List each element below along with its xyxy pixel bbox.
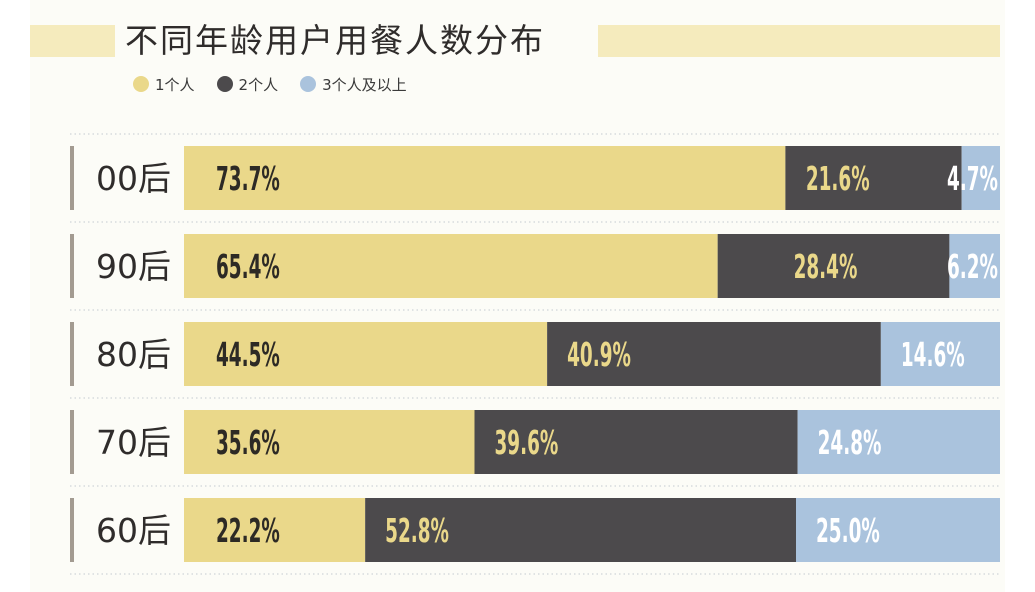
bar-segment	[184, 410, 475, 474]
legend-label-2: 2个人	[238, 75, 279, 94]
data-label: 4.7%	[947, 161, 998, 198]
chart-title: 不同年龄用户用餐人数分布	[125, 21, 545, 60]
bar-segment	[474, 410, 798, 474]
data-label: 73.7%	[216, 161, 280, 198]
data-label: 25.0%	[816, 513, 880, 550]
bar-segment	[184, 146, 786, 210]
legend-label-3: 3个人及以上	[322, 75, 407, 94]
data-label: 24.8%	[818, 425, 882, 462]
bar-segment	[547, 322, 881, 386]
data-label: 65.4%	[216, 249, 280, 286]
legend-item-2: 2个人	[216, 74, 279, 95]
legend: 1个人 2个人 3个人及以上	[133, 72, 407, 96]
legend-dot-3	[300, 76, 317, 92]
bar-segment	[184, 234, 718, 298]
bar-segment	[949, 234, 1000, 298]
legend-dot-1	[133, 76, 149, 92]
data-label: 39.6%	[494, 425, 558, 462]
legend-label-1: 1个人	[155, 75, 195, 94]
bar-segment	[785, 146, 962, 210]
bar-segment	[717, 234, 950, 298]
legend-item-1: 1个人	[133, 74, 195, 95]
category-marker	[70, 410, 74, 474]
category-label: 80后	[96, 335, 171, 374]
data-label: 35.6%	[216, 425, 280, 462]
data-label: 22.2%	[216, 513, 280, 550]
category-label: 00后	[96, 159, 171, 198]
data-label: 28.4%	[794, 249, 858, 286]
bar-segment	[796, 498, 1000, 562]
category-label: 60后	[96, 511, 171, 550]
title-band-left	[30, 25, 115, 57]
title-band-right	[598, 25, 1000, 57]
data-label: 52.8%	[385, 513, 449, 550]
legend-item-3: 3个人及以上	[300, 74, 407, 95]
data-label: 6.2%	[947, 249, 998, 286]
data-label: 14.6%	[901, 337, 965, 374]
category-label: 90后	[96, 247, 171, 286]
category-label: 70后	[96, 423, 171, 462]
category-marker	[70, 146, 74, 210]
category-marker	[70, 498, 74, 562]
bar-segment	[184, 498, 366, 562]
category-marker	[70, 234, 74, 298]
data-label: 44.5%	[216, 337, 280, 374]
category-marker	[70, 322, 74, 386]
bar-segment	[365, 498, 796, 562]
bar-segment	[797, 410, 1000, 474]
data-label: 40.9%	[567, 337, 631, 374]
data-label: 21.6%	[806, 161, 870, 198]
bar-segment	[961, 146, 1000, 210]
bar-segment	[880, 322, 1000, 386]
bar-segment	[184, 322, 548, 386]
legend-dot-2	[216, 76, 233, 92]
